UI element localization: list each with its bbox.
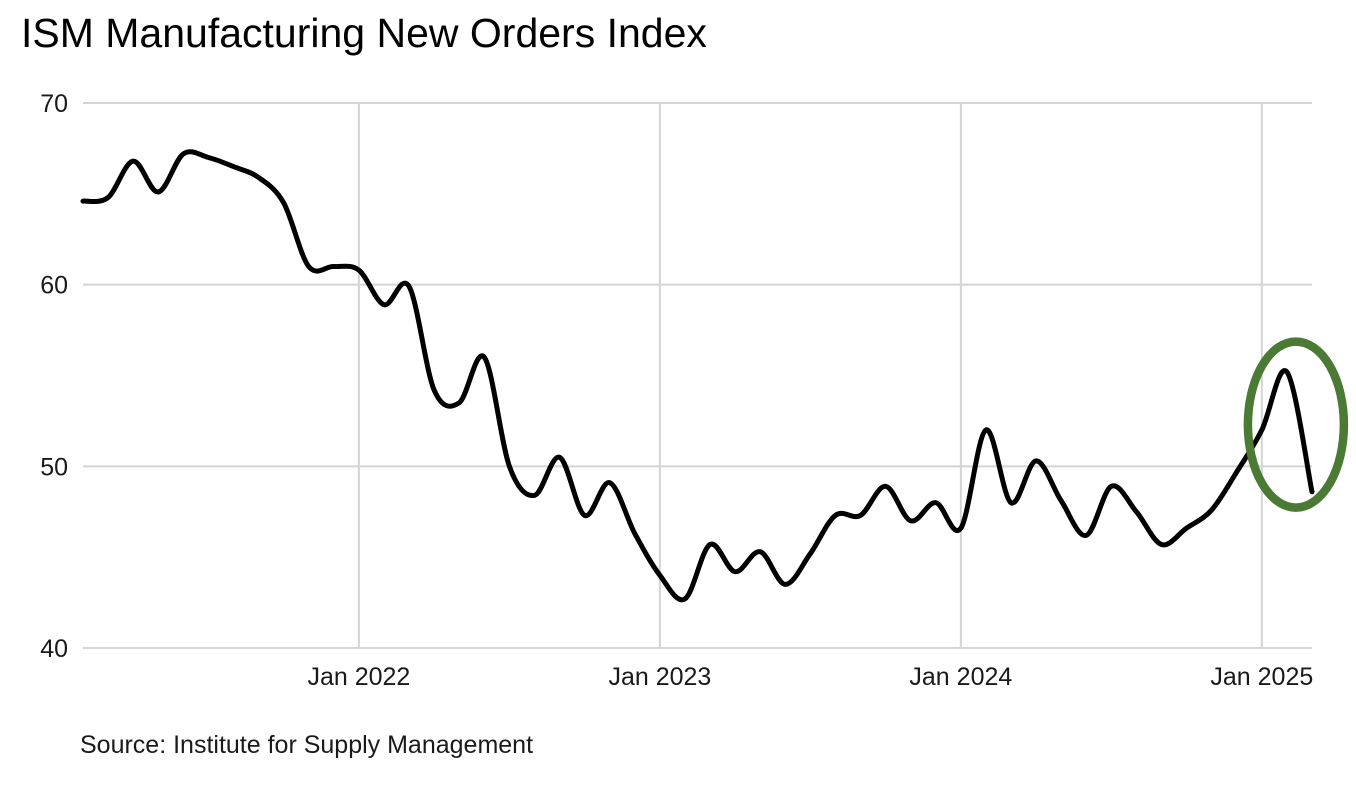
y-axis-tick-label: 70 — [40, 90, 68, 118]
source-note: Source: Institute for Supply Management — [80, 731, 533, 759]
x-axis-tick-label: Jan 2023 — [608, 663, 711, 691]
y-axis-tick-label: 60 — [40, 272, 68, 300]
annotation-ellipse — [1243, 337, 1349, 512]
data-line — [80, 149, 1315, 603]
x-axis-tick-label: Jan 2022 — [307, 663, 410, 691]
y-axis-tick-label: 40 — [40, 635, 68, 663]
x-axis-tick-label: Jan 2024 — [909, 663, 1012, 691]
gridlines — [83, 102, 1312, 649]
x-axis-tick-label: Jan 2025 — [1210, 663, 1313, 691]
y-axis-tick-labels: 40 50 60 70 — [40, 90, 68, 663]
chart-title: ISM Manufacturing New Orders Index — [21, 10, 707, 56]
y-axis-tick-label: 50 — [40, 453, 68, 481]
x-axis-tick-labels: Jan 2022 Jan 2023 Jan 2024 Jan 2025 — [307, 663, 1313, 691]
